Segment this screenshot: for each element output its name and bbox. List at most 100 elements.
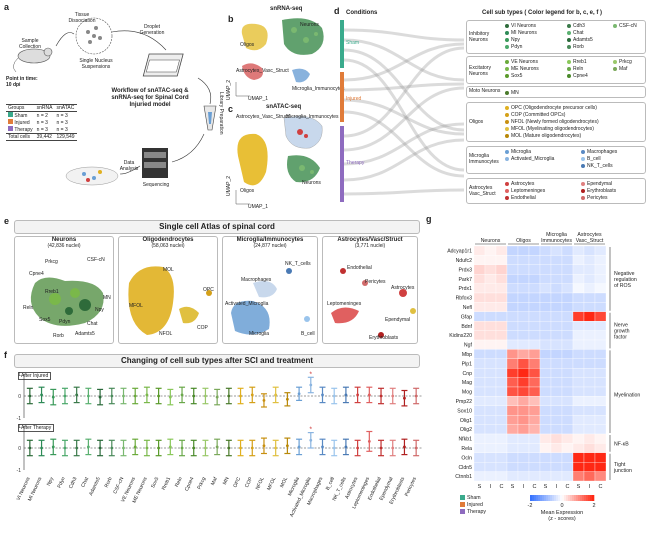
- heatmap-cell: [484, 264, 497, 275]
- legend-mn: MN: [505, 90, 519, 96]
- legend-chat: Chat: [567, 30, 613, 36]
- heatmap-cell: [539, 330, 552, 341]
- scale-tick: 0: [560, 503, 563, 509]
- heatmap-cell: [572, 283, 585, 294]
- heatmap-cell: [484, 433, 497, 444]
- heatmap-cell: [517, 302, 530, 312]
- panel-a-label: a: [4, 2, 10, 12]
- mean-point: [391, 394, 395, 398]
- legend-macrophages: Macrophages: [581, 149, 641, 155]
- mean-point: [321, 445, 324, 449]
- atlas-microglia-count: (24,877 nuclei): [253, 243, 287, 249]
- legend-cdh3: Cdh3: [567, 23, 613, 29]
- heatmap-cell: [517, 415, 530, 425]
- mean-point: [274, 446, 278, 450]
- heatmap-cell: [473, 386, 486, 397]
- a-lbl: Endothelial: [347, 265, 372, 271]
- o-lbl: MFOL: [129, 303, 143, 309]
- mean-point: [98, 446, 102, 450]
- heatmap-cell: [506, 245, 519, 256]
- heatmap-cell: [495, 321, 508, 331]
- heatmap-cell: [484, 415, 497, 425]
- heatmap-cell: [528, 283, 541, 294]
- heatmap-cell: [550, 443, 563, 453]
- cond-therapy: Therapy: [346, 160, 365, 166]
- heatmap-cell: [550, 415, 563, 425]
- umap-b-xlabel: UMAP_1: [248, 96, 269, 102]
- conditions-title: Conditions: [346, 10, 378, 16]
- panel-c-title: snATAC-seq: [266, 104, 302, 110]
- heatmap-cell: [572, 292, 585, 303]
- heatmap-cell: [583, 368, 596, 378]
- heatmap-cell: [517, 255, 530, 265]
- heatmap-cell: [473, 358, 486, 369]
- category-label: Prkcg: [196, 476, 207, 490]
- heatmap-cell: [561, 274, 574, 284]
- heatmap-cell: [473, 292, 486, 303]
- heatmap-cell: [484, 274, 497, 284]
- condition-swatch: [460, 509, 465, 514]
- gene-label: Rbfox3: [456, 296, 473, 302]
- heatmap-cell: [594, 396, 607, 406]
- mean-point: [86, 445, 90, 449]
- total-label: Total cells: [8, 134, 30, 140]
- step-sequencing: Sequencing: [142, 182, 170, 188]
- column-label: C: [500, 484, 504, 490]
- scale-cell: [556, 495, 559, 501]
- heatmap-cell: [550, 386, 563, 397]
- scale-cell: [590, 495, 593, 501]
- mean-point: [40, 393, 43, 397]
- gene-label: Nefl: [463, 305, 472, 311]
- heatmap-cell: [572, 311, 585, 322]
- mean-point: [145, 393, 149, 397]
- heatmap-cell: [495, 471, 508, 482]
- scale-cell: [576, 495, 579, 501]
- heatmap-cell: [517, 321, 530, 331]
- y-tick-label: -1: [17, 416, 22, 422]
- heatmap-cell: [495, 462, 508, 472]
- heatmap-cell: [473, 462, 486, 472]
- heatmap-cell: [506, 471, 519, 482]
- scale-cell: [552, 495, 555, 501]
- mean-point: [98, 395, 102, 399]
- heatmap-cell: [506, 330, 519, 341]
- heatmap-cell: [583, 452, 596, 463]
- mean-point: [192, 446, 196, 450]
- heatmap-cell: [539, 415, 552, 425]
- mean-point: [262, 444, 266, 448]
- heatmap-cell: [561, 452, 574, 463]
- th-snatac: snATAC: [56, 105, 75, 111]
- column-label: I: [589, 484, 591, 490]
- heatmap-cell: [583, 405, 596, 416]
- heatmap-cell: [473, 443, 486, 453]
- y-tick-label: -1: [17, 468, 22, 474]
- heatmap-cell: [473, 396, 486, 406]
- heatmap-cell: [572, 264, 585, 275]
- heatmap-cell: [583, 264, 596, 275]
- heatmap-cell: [506, 264, 519, 275]
- heatmap-cell: [594, 471, 607, 482]
- gene-label: Olig1: [460, 418, 472, 424]
- condition-label: Sham: [467, 495, 481, 501]
- m-lbl: Macrophages: [241, 277, 272, 283]
- th-snrna: snRNA: [36, 105, 53, 111]
- heatmap-cell: [572, 433, 585, 444]
- heatmap-cell: [583, 330, 596, 341]
- heatmap-cell: [506, 424, 519, 435]
- step-data-analysis: Data Analysis: [119, 160, 139, 172]
- heatmap-cell: [495, 358, 508, 369]
- m-lbl: NK_T_cells: [285, 261, 311, 267]
- heatmap-cell: [473, 433, 486, 444]
- mean-point: [215, 395, 219, 399]
- scale-cell: [534, 495, 537, 501]
- condition-swatch: [460, 495, 465, 500]
- heatmap-cell: [495, 424, 508, 435]
- column-group-label: Microglia: [546, 232, 567, 238]
- heatmap-cell: [550, 321, 563, 331]
- heatmap-cell: [528, 330, 541, 341]
- heatmap-cell: [539, 424, 552, 435]
- heatmap-cell: [561, 386, 574, 397]
- heatmap-cell: [594, 274, 607, 284]
- panel-b-label: b: [228, 14, 234, 24]
- heatmap-cell: [528, 274, 541, 284]
